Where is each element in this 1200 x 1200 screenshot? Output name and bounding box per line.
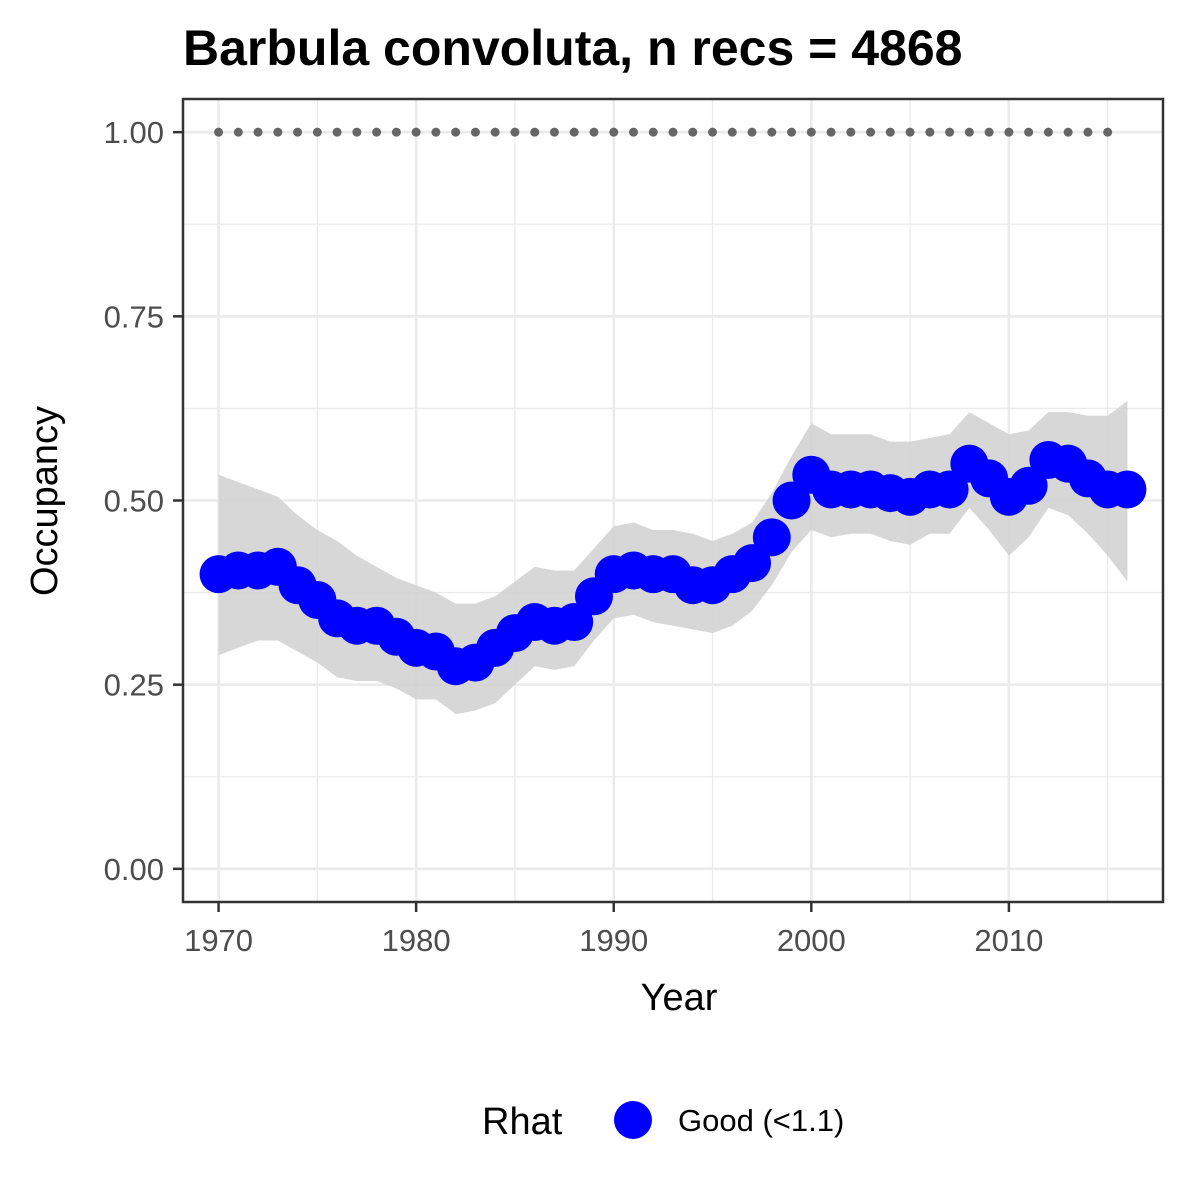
y-tick-label: 0.25 — [104, 668, 164, 703]
reference-point — [293, 127, 303, 137]
reference-point — [253, 127, 263, 137]
reference-point — [411, 127, 421, 137]
reference-point — [826, 127, 836, 137]
chart-title: Barbula convoluta, n recs = 4868 — [183, 20, 963, 76]
reference-point — [372, 127, 382, 137]
x-axis-title: Year — [641, 977, 718, 1019]
reference-point — [352, 127, 362, 137]
legend-title: Rhat — [482, 1101, 563, 1143]
reference-point — [549, 127, 559, 137]
occupancy-point — [555, 603, 594, 642]
y-tick-label: 1.00 — [104, 115, 164, 150]
reference-point — [530, 127, 540, 137]
y-axis: 0.00 0.25 0.50 0.75 1.00 — [104, 115, 183, 887]
reference-point — [1004, 127, 1014, 137]
reference-point — [787, 127, 797, 137]
occupancy-point — [752, 518, 791, 557]
x-tick-label: 1990 — [579, 923, 648, 958]
x-axis: 1970 1980 1990 2000 2010 — [184, 902, 1043, 958]
reference-point — [688, 127, 698, 137]
legend-key-good — [614, 1101, 652, 1139]
occupancy-points-layer — [199, 440, 1147, 686]
reference-point — [668, 127, 678, 137]
reference-point — [589, 127, 599, 137]
x-tick-label: 1970 — [184, 923, 253, 958]
x-tick-label: 1980 — [382, 923, 451, 958]
reference-point — [214, 127, 224, 137]
reference-point — [391, 127, 401, 137]
reference-point — [885, 127, 895, 137]
reference-point — [1024, 127, 1034, 137]
reference-point — [332, 127, 342, 137]
reference-point — [925, 127, 935, 137]
x-tick-label: 2010 — [974, 923, 1043, 958]
y-tick-label: 0.75 — [104, 299, 164, 334]
reference-point — [747, 127, 757, 137]
reference-point — [806, 127, 816, 137]
legend: Rhat Good (<1.1) — [482, 1101, 844, 1143]
reference-point — [767, 127, 777, 137]
reference-point — [648, 127, 658, 137]
y-tick-label: 0.50 — [104, 484, 164, 519]
reference-point — [451, 127, 461, 137]
reference-point — [964, 127, 974, 137]
reference-point — [609, 127, 619, 137]
reference-point — [470, 127, 480, 137]
reference-point — [569, 127, 579, 137]
reference-points-layer — [214, 127, 1113, 137]
reference-point — [312, 127, 322, 137]
reference-point — [1043, 127, 1053, 137]
occupancy-point — [1108, 470, 1147, 509]
x-tick-label: 2000 — [777, 923, 846, 958]
occupancy-point — [772, 481, 811, 520]
reference-point — [708, 127, 718, 137]
y-axis-title: Occupancy — [24, 406, 66, 596]
reference-point — [727, 127, 737, 137]
reference-point — [984, 127, 994, 137]
reference-point — [846, 127, 856, 137]
reference-point — [233, 127, 243, 137]
occupancy-point — [733, 544, 772, 583]
reference-point — [905, 127, 915, 137]
reference-point — [628, 127, 638, 137]
reference-point — [866, 127, 876, 137]
legend-label-good: Good (<1.1) — [678, 1103, 844, 1138]
occupancy-point — [1009, 466, 1048, 505]
reference-point — [1063, 127, 1073, 137]
reference-point — [273, 127, 283, 137]
occupancy-point — [930, 470, 969, 509]
reference-point — [1083, 127, 1093, 137]
reference-point — [490, 127, 500, 137]
reference-point — [431, 127, 441, 137]
reference-point — [945, 127, 955, 137]
y-tick-label: 0.00 — [104, 852, 164, 887]
reference-point — [510, 127, 520, 137]
reference-point — [1103, 127, 1113, 137]
